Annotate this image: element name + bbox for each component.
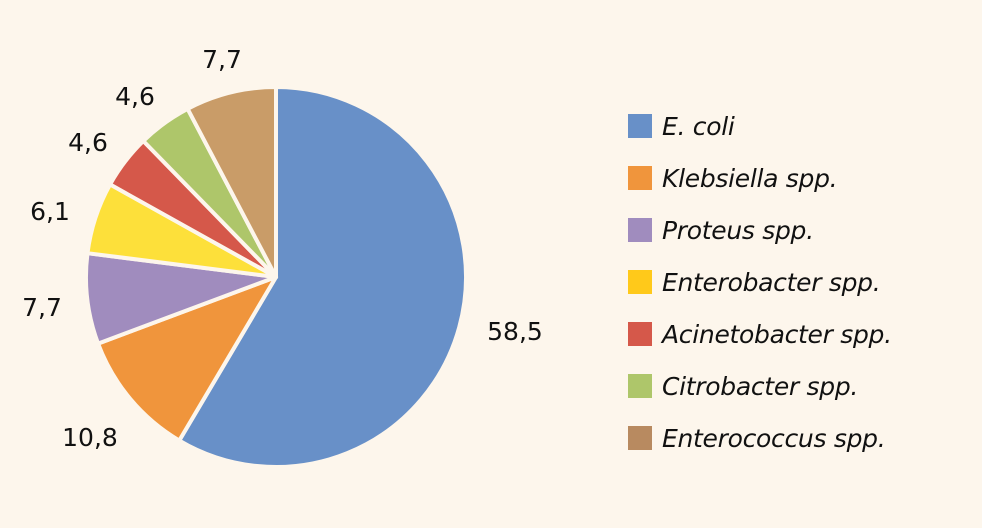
- data-label: 7,7: [22, 293, 62, 322]
- legend-item: Klebsiella spp.: [628, 152, 892, 204]
- data-labels: 58,5 10,8 7,7 6,1 4,64,6 7,7: [22, 45, 543, 452]
- legend-label: Acinetobacter spp.: [662, 319, 892, 349]
- legend-swatch: [628, 114, 652, 138]
- data-label: 10,8: [62, 423, 118, 452]
- legend-label: Proteus spp.: [662, 215, 814, 245]
- data-label: 7,7: [202, 45, 242, 74]
- legend-item: Acinetobacter spp.: [628, 308, 892, 360]
- legend-swatch: [628, 270, 652, 294]
- legend-label: Klebsiella spp.: [662, 163, 838, 193]
- pie-slice-klebsiella-spp: [96, 275, 278, 443]
- legend-label: E. coli: [662, 111, 735, 141]
- legend-swatch: [628, 322, 652, 346]
- legend-label: Citrobacter spp.: [662, 371, 859, 401]
- pie-slices: [84, 85, 468, 469]
- legend-swatch: [628, 374, 652, 398]
- legend-label: Enterobacter spp.: [662, 267, 881, 297]
- legend-item: Citrobacter spp.: [628, 360, 892, 412]
- data-label: 4,6: [68, 128, 108, 157]
- legend-item: Proteus spp.: [628, 204, 892, 256]
- legend-item: Enterococcus spp.: [628, 412, 892, 464]
- legend-item: E. coli: [628, 100, 892, 152]
- data-label: 4,6: [115, 82, 155, 111]
- pie-slice-enterococcus-spp: [185, 85, 278, 279]
- data-label: 58,5: [487, 317, 543, 346]
- legend-swatch: [628, 426, 652, 450]
- legend-item: Enterobacter spp.: [628, 256, 892, 308]
- legend-swatch: [628, 166, 652, 190]
- legend-swatch: [628, 218, 652, 242]
- legend: E. coli Klebsiella spp. Proteus spp. Ent…: [628, 100, 892, 464]
- pie-slice-e-coli: [177, 85, 468, 469]
- data-label: 6,1: [30, 197, 70, 226]
- legend-label: Enterococcus spp.: [662, 423, 886, 453]
